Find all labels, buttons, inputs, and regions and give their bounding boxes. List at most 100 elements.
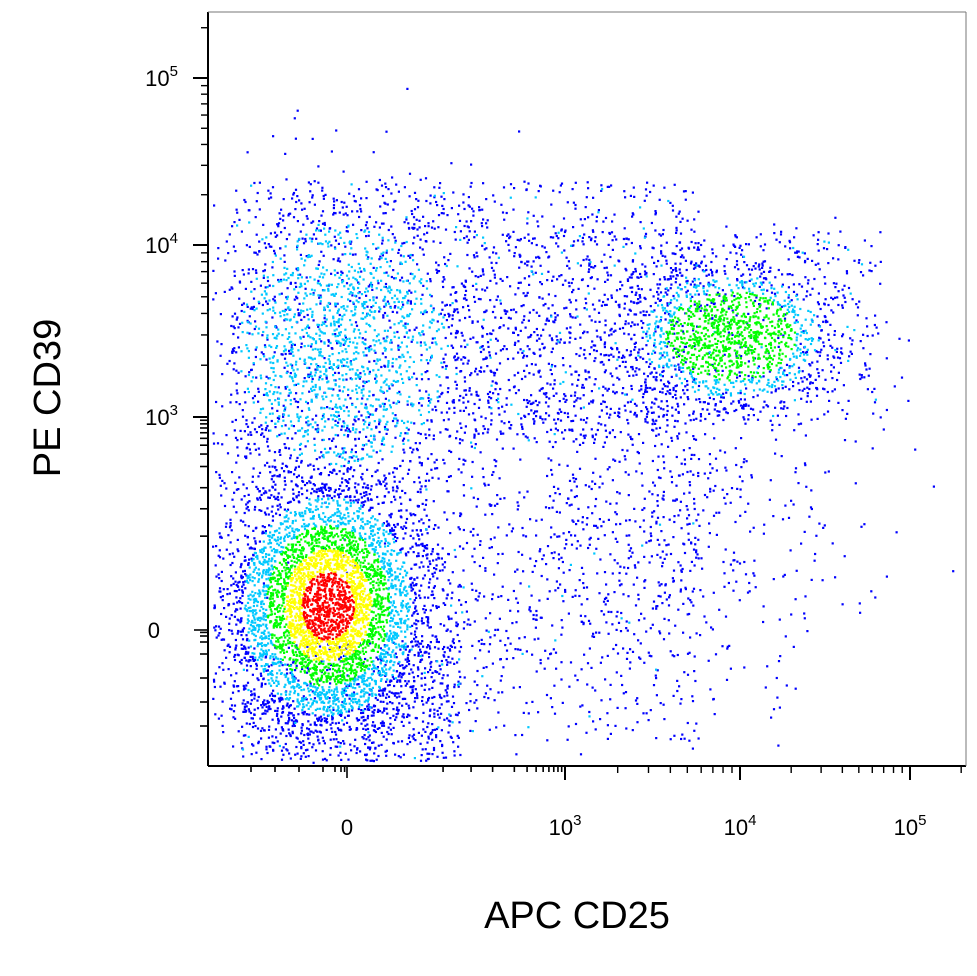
scatter-point bbox=[503, 410, 506, 413]
scatter-point bbox=[613, 392, 617, 395]
scatter-point bbox=[449, 475, 452, 478]
scatter-point bbox=[414, 630, 417, 633]
scatter-point bbox=[223, 682, 226, 685]
scatter-point bbox=[248, 558, 251, 561]
scatter-point bbox=[541, 558, 544, 561]
scatter-point bbox=[736, 487, 739, 490]
scatter-point bbox=[424, 485, 427, 488]
scatter-point bbox=[583, 653, 586, 656]
scatter-point bbox=[235, 488, 238, 491]
scatter-point bbox=[306, 402, 309, 405]
scatter-point bbox=[602, 300, 605, 304]
scatter-point bbox=[414, 605, 417, 608]
scatter-point bbox=[653, 261, 656, 264]
scatter-point bbox=[642, 401, 645, 404]
scatter-point bbox=[447, 418, 450, 421]
scatter-point bbox=[473, 434, 476, 437]
scatter-point bbox=[467, 359, 470, 362]
scatter-point bbox=[440, 557, 443, 560]
scatter-point bbox=[635, 358, 638, 361]
scatter-point bbox=[522, 570, 525, 573]
scatter-point bbox=[221, 443, 224, 446]
scatter-point bbox=[297, 474, 300, 477]
scatter-point bbox=[223, 649, 226, 652]
scatter-point bbox=[244, 572, 247, 576]
scatter-point bbox=[411, 688, 414, 691]
scatter-point bbox=[593, 240, 597, 243]
scatter-point bbox=[816, 360, 819, 363]
scatter-point bbox=[564, 279, 567, 282]
scatter-point bbox=[598, 631, 601, 634]
scatter-point bbox=[273, 495, 276, 498]
scatter-point bbox=[673, 655, 676, 658]
scatter-point bbox=[641, 484, 644, 487]
scatter-point bbox=[649, 305, 652, 308]
scatter-point bbox=[709, 490, 712, 493]
scatter-point bbox=[688, 484, 692, 487]
scatter-point bbox=[316, 735, 319, 738]
scatter-point bbox=[697, 210, 700, 213]
scatter-point bbox=[264, 286, 267, 289]
scatter-point bbox=[312, 233, 315, 236]
scatter-point bbox=[343, 716, 347, 719]
scatter-point bbox=[577, 374, 581, 377]
scatter-point bbox=[347, 488, 350, 491]
scatter-point bbox=[723, 585, 726, 588]
scatter-point bbox=[233, 362, 236, 365]
scatter-point bbox=[497, 407, 500, 410]
scatter-point bbox=[509, 235, 512, 238]
scatter-point bbox=[428, 645, 431, 648]
scatter-point bbox=[493, 699, 496, 702]
scatter-point bbox=[279, 278, 283, 281]
scatter-point bbox=[280, 292, 283, 295]
scatter-point bbox=[320, 214, 323, 217]
scatter-point bbox=[811, 381, 814, 385]
scatter-point bbox=[409, 272, 412, 275]
scatter-point bbox=[239, 566, 242, 569]
scatter-point bbox=[250, 306, 253, 309]
scatter-point bbox=[627, 313, 630, 316]
scatter-point bbox=[284, 386, 287, 389]
scatter-point bbox=[303, 207, 306, 210]
scatter-point bbox=[443, 566, 446, 569]
scatter-point bbox=[425, 499, 428, 502]
scatter-point bbox=[395, 696, 398, 699]
scatter-point bbox=[235, 189, 238, 192]
scatter-point bbox=[571, 188, 574, 191]
scatter-point bbox=[237, 654, 240, 657]
scatter-point bbox=[408, 721, 411, 724]
scatter-point bbox=[817, 238, 820, 241]
scatter-point bbox=[409, 302, 412, 305]
scatter-point bbox=[538, 389, 541, 392]
scatter-point bbox=[683, 403, 686, 406]
scatter-point bbox=[243, 569, 246, 572]
scatter-point bbox=[290, 719, 293, 722]
scatter-point bbox=[521, 526, 524, 530]
scatter-point bbox=[444, 336, 447, 340]
scatter-point bbox=[233, 680, 236, 683]
scatter-point bbox=[260, 683, 263, 686]
scatter-point bbox=[762, 277, 766, 280]
scatter-point bbox=[658, 233, 661, 236]
scatter-point bbox=[484, 513, 487, 516]
scatter-point bbox=[530, 333, 533, 337]
scatter-point bbox=[412, 537, 415, 540]
scatter-point bbox=[338, 488, 341, 491]
scatter-point bbox=[245, 456, 248, 460]
scatter-point bbox=[683, 392, 686, 395]
scatter-point bbox=[361, 472, 364, 476]
scatter-point bbox=[406, 656, 409, 659]
scatter-point bbox=[807, 279, 810, 282]
scatter-point bbox=[403, 221, 406, 224]
scatter-point bbox=[537, 637, 540, 640]
scatter-point bbox=[489, 279, 492, 282]
scatter-point bbox=[297, 491, 301, 494]
scatter-point bbox=[445, 629, 448, 632]
scatter-point bbox=[236, 538, 239, 541]
scatter-point bbox=[412, 513, 415, 516]
scatter-point bbox=[420, 378, 424, 381]
scatter-point bbox=[699, 309, 702, 312]
scatter-point bbox=[389, 326, 392, 329]
scatter-point bbox=[630, 387, 633, 391]
scatter-point bbox=[629, 309, 632, 312]
